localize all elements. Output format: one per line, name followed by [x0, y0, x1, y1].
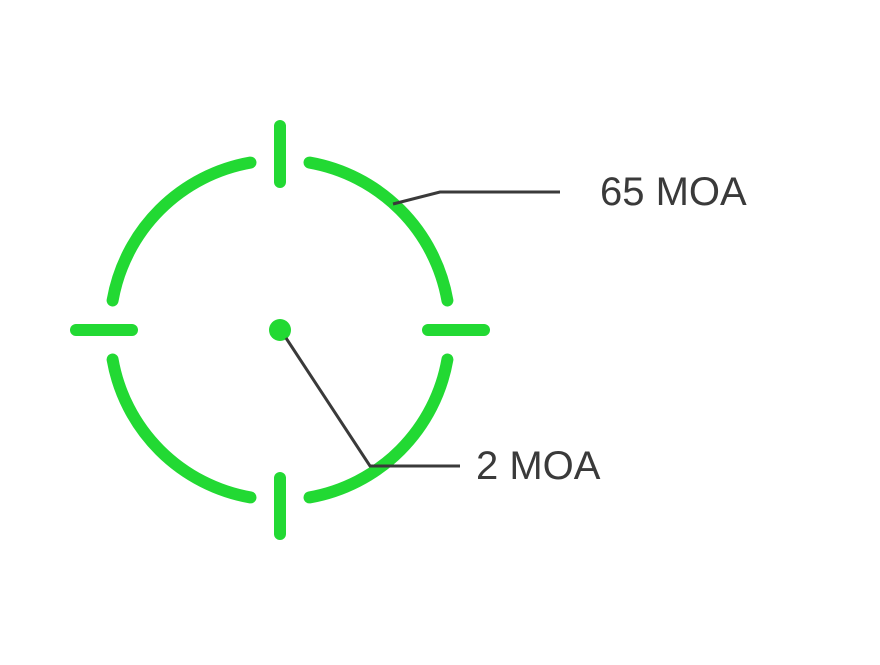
ring-label: 65 MOA	[600, 170, 747, 215]
reticle-svg	[0, 0, 880, 660]
dot-label: 2 MOA	[476, 444, 600, 489]
reticle-diagram: 65 MOA 2 MOA	[0, 0, 880, 660]
